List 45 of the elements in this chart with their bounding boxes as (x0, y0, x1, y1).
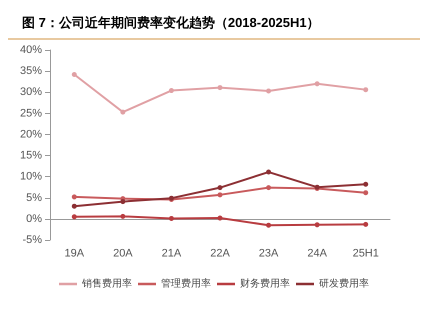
y-tick-label: 10% (20, 170, 42, 183)
chart-title: 图 7：公司近年期间费率变化趋势（2018-2025H1） (8, 8, 420, 40)
point (72, 194, 77, 200)
x-tick-label: 19A (64, 248, 85, 260)
y-tick-label: 40% (20, 44, 42, 56)
point (314, 81, 320, 86)
point (266, 170, 272, 175)
point (314, 222, 320, 228)
y-tick-label: 5% (26, 192, 42, 204)
point (218, 185, 222, 190)
point (168, 216, 174, 221)
point (266, 185, 272, 190)
point (363, 182, 368, 187)
point (266, 222, 272, 228)
x-tick-label: 20A (113, 248, 134, 260)
point (218, 216, 222, 221)
point (218, 192, 222, 198)
y-tick-label: 15% (20, 150, 42, 162)
point (120, 110, 126, 115)
legend-label: 销售费用率 (81, 278, 132, 290)
legend-label: 研发费用率 (319, 278, 369, 290)
point (72, 72, 77, 77)
point (72, 204, 77, 209)
x-tick-label: 21A (162, 248, 182, 260)
y-tick-label: 20% (20, 128, 42, 140)
point (120, 214, 126, 219)
x-tick-label: 25H1 (352, 248, 379, 260)
point (363, 190, 368, 196)
x-tick-label: 24A (307, 248, 328, 260)
point (363, 87, 368, 92)
point (363, 222, 368, 227)
x-tick-label: 22A (210, 248, 230, 260)
point (266, 88, 272, 94)
legend-label: 管理费用率 (161, 278, 211, 290)
point (72, 214, 77, 220)
legend-label: 财务费用率 (240, 278, 290, 290)
x-tick-label: 23A (258, 248, 280, 260)
y-tick-label: 35% (20, 65, 42, 78)
y-tick-label: 30% (20, 86, 42, 98)
y-tick-label: -5% (22, 234, 42, 246)
point (120, 199, 126, 204)
point (218, 85, 222, 90)
y-tick-label: 25% (20, 107, 42, 120)
point (168, 88, 174, 94)
y-tick-label: 0% (26, 212, 42, 225)
